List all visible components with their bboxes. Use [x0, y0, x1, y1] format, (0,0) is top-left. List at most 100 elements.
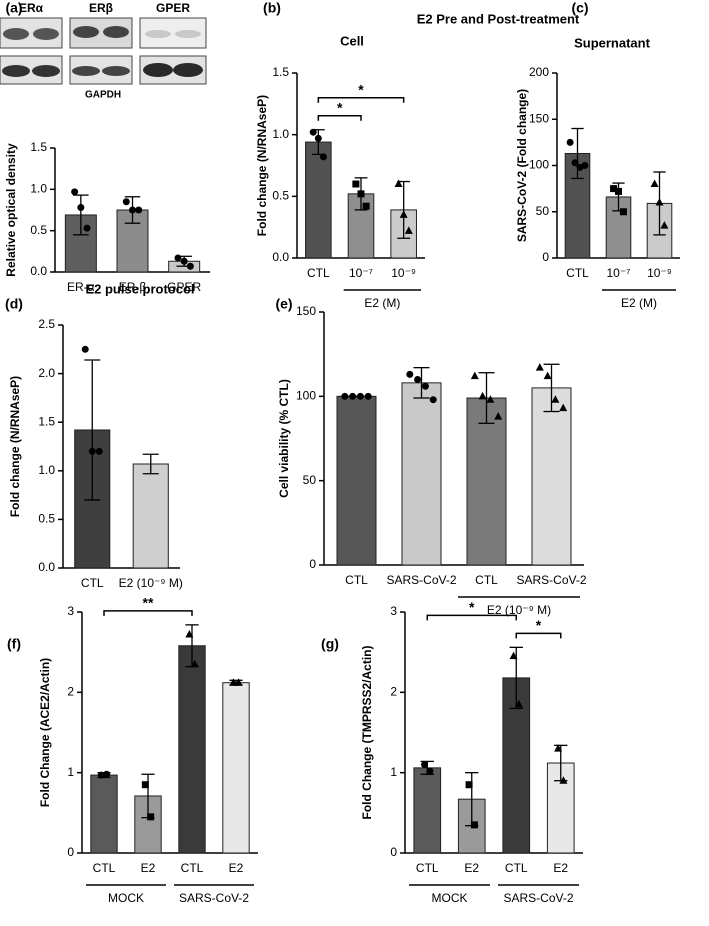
- blot-band: [143, 63, 173, 77]
- y-axis-label: Fold change (N/RNAseP): [8, 376, 22, 517]
- data-point: [103, 770, 111, 778]
- bar: [305, 141, 332, 259]
- x-tick-label: CTL: [475, 573, 498, 587]
- x-tick-label: ER-β: [119, 280, 147, 294]
- x-tick-label: GPER: [167, 280, 201, 294]
- data-point: [494, 412, 503, 420]
- panel-label: (d): [5, 296, 23, 312]
- y-tick-label: 50: [536, 204, 550, 218]
- data-point: [186, 262, 194, 270]
- data-point: [77, 204, 85, 212]
- group-label: MOCK: [432, 891, 468, 905]
- bar: [178, 645, 206, 854]
- y-tick-label: 2: [390, 685, 397, 699]
- data-point: [571, 159, 579, 167]
- data-point: [551, 395, 560, 403]
- data-point: [341, 392, 349, 400]
- data-point: [514, 699, 523, 708]
- y-tick-label: 2.0: [38, 366, 55, 380]
- blot-band: [72, 66, 100, 76]
- significance-bracket: [317, 114, 362, 121]
- data-point: [414, 375, 422, 383]
- chart-title: Supernatant: [574, 35, 651, 50]
- data-point: [566, 138, 574, 146]
- group-title: E2 Pre and Post-treatment: [417, 11, 580, 26]
- data-point: [81, 345, 89, 353]
- data-point: [357, 190, 365, 198]
- group-label: MOCK: [108, 891, 144, 905]
- data-point: [314, 134, 322, 142]
- group-label: SARS-CoV-2: [503, 891, 573, 905]
- data-point: [97, 771, 105, 779]
- panel-label: (b): [263, 0, 281, 16]
- data-point: [660, 221, 669, 229]
- loading-control-label: GAPDH: [85, 90, 121, 101]
- blot-band: [102, 66, 130, 76]
- significance-label: **: [143, 595, 154, 611]
- blot-band: [2, 65, 30, 77]
- bar: [116, 209, 149, 273]
- y-tick-label: 1.0: [30, 182, 47, 196]
- blot-band: [145, 30, 171, 38]
- group-label: SARS-CoV-2: [179, 891, 249, 905]
- y-tick-label: 150: [529, 111, 549, 125]
- panel-label: (a): [5, 0, 22, 16]
- x-tick-label: CTL: [93, 861, 116, 875]
- data-point: [88, 447, 96, 455]
- data-point: [399, 210, 408, 218]
- x-tick-label: E2: [141, 861, 156, 875]
- data-point: [404, 226, 413, 234]
- data-point: [364, 392, 372, 400]
- x-tick-label: CTL: [307, 266, 330, 280]
- data-point: [615, 187, 622, 195]
- y-tick-label: 1: [67, 765, 74, 779]
- data-point: [470, 371, 479, 380]
- x-tick-label: CTL: [81, 576, 104, 590]
- chart-title: E2 pulse protocol: [85, 281, 194, 296]
- error-bar: [543, 363, 560, 413]
- data-point: [394, 179, 403, 187]
- y-tick-label: 0: [67, 845, 74, 859]
- data-point: [406, 370, 414, 378]
- y-tick-label: 1.0: [272, 127, 289, 141]
- y-tick-label: 100: [296, 389, 316, 403]
- blot-band: [3, 28, 29, 40]
- y-axis-label: Fold change (N/RNAseP): [255, 95, 269, 236]
- data-point: [122, 198, 130, 206]
- error-bar: [413, 367, 430, 399]
- data-point: [535, 363, 544, 371]
- data-point: [421, 761, 429, 769]
- x-tick-label: E2: [464, 861, 479, 875]
- data-point: [190, 659, 199, 668]
- blot-band: [175, 30, 201, 38]
- y-tick-label: 100: [529, 158, 549, 172]
- error-bar: [571, 127, 584, 180]
- chart-title: Cell: [340, 33, 364, 48]
- bar: [222, 682, 250, 854]
- data-point: [185, 629, 194, 638]
- x-tick-label: CTL: [181, 861, 204, 875]
- x-tick-label: SARS-CoV-2: [386, 573, 456, 587]
- x-tick-label: 10⁻⁹: [647, 266, 672, 280]
- data-point: [543, 371, 552, 380]
- data-point: [147, 813, 155, 821]
- data-point: [619, 208, 627, 216]
- x-tick-label: 10⁻⁷: [349, 266, 373, 280]
- data-point: [352, 180, 360, 188]
- blot-band: [32, 65, 60, 77]
- y-tick-label: 0.0: [38, 560, 55, 574]
- y-tick-label: 3: [67, 604, 74, 618]
- significance-bracket: [426, 614, 517, 621]
- significance-bracket: [103, 610, 193, 616]
- significance-label: *: [358, 81, 364, 97]
- x-tick-label: 10⁻⁷: [606, 266, 630, 280]
- y-tick-label: 0.5: [30, 223, 47, 237]
- y-tick-label: 0.5: [38, 512, 55, 526]
- error-bar: [142, 453, 159, 475]
- y-axis-label: Fold Change (TMPRSS2/Actin): [360, 645, 374, 819]
- data-point: [554, 744, 563, 752]
- data-point: [559, 776, 568, 784]
- data-point: [509, 651, 518, 660]
- y-tick-label: 0: [390, 845, 397, 859]
- data-point: [421, 382, 429, 390]
